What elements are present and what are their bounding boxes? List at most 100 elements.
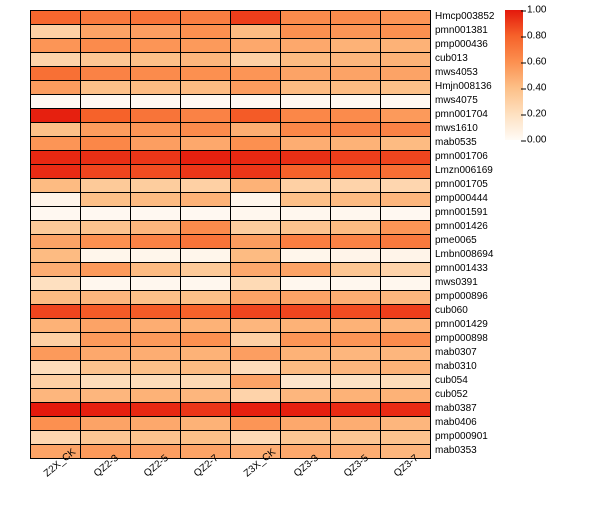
heatmap-cell	[281, 361, 331, 375]
heatmap-cell	[131, 207, 181, 221]
heatmap-cell	[381, 403, 431, 417]
row-label: pmn001706	[435, 152, 488, 162]
heatmap-cell	[381, 179, 431, 193]
row-label: pmn001381	[435, 26, 488, 36]
heatmap-cell	[231, 319, 281, 333]
heatmap-cell	[131, 235, 181, 249]
colorbar	[505, 10, 523, 140]
heatmap-cell	[281, 291, 331, 305]
heatmap-cell	[81, 95, 131, 109]
heatmap-cell	[81, 25, 131, 39]
heatmap-cell	[231, 291, 281, 305]
heatmap-cell	[31, 67, 81, 81]
heatmap-cell	[131, 109, 181, 123]
heatmap-cell	[31, 137, 81, 151]
heatmap-cell	[31, 319, 81, 333]
heatmap-cell	[281, 431, 331, 445]
heatmap-cell	[231, 95, 281, 109]
heatmap-cell	[181, 53, 231, 67]
heatmap-cell	[131, 95, 181, 109]
heatmap-cell	[181, 11, 231, 25]
heatmap-cell	[231, 361, 281, 375]
heatmap-cell	[31, 375, 81, 389]
colorbar-tick: 0.00	[527, 135, 546, 146]
heatmap-cell	[281, 193, 331, 207]
heatmap-cell	[281, 11, 331, 25]
heatmap-cell	[231, 305, 281, 319]
heatmap-cell	[81, 319, 131, 333]
row-label: Hmjn008136	[435, 82, 492, 92]
row-label: mws0391	[435, 278, 478, 288]
heatmap-cell	[331, 11, 381, 25]
heatmap-cell	[231, 207, 281, 221]
heatmap-cell	[381, 249, 431, 263]
heatmap-cell	[131, 81, 181, 95]
heatmap-cell	[231, 417, 281, 431]
heatmap-cell	[331, 249, 381, 263]
row-label: pmn001591	[435, 208, 488, 218]
heatmap-cell	[381, 25, 431, 39]
heatmap-cell	[331, 347, 381, 361]
heatmap-cell	[181, 109, 231, 123]
heatmap-cell	[81, 291, 131, 305]
heatmap-cell	[231, 165, 281, 179]
heatmap-cell	[81, 235, 131, 249]
row-label: mws4053	[435, 68, 478, 78]
heatmap-cell	[231, 235, 281, 249]
heatmap-cell	[181, 151, 231, 165]
heatmap-cell	[381, 389, 431, 403]
row-label: pmp000901	[435, 432, 488, 442]
heatmap-cell	[81, 277, 131, 291]
heatmap-cell	[181, 347, 231, 361]
heatmap-cell	[181, 95, 231, 109]
heatmap-cell	[81, 431, 131, 445]
heatmap-cell	[281, 221, 331, 235]
row-label: mab0406	[435, 418, 477, 428]
heatmap-cell	[231, 67, 281, 81]
heatmap-cell	[81, 53, 131, 67]
heatmap-cell	[281, 375, 331, 389]
heatmap-cell	[81, 207, 131, 221]
heatmap-cell	[331, 179, 381, 193]
heatmap-cell	[381, 165, 431, 179]
heatmap-cell	[181, 333, 231, 347]
heatmap-cell	[381, 81, 431, 95]
heatmap-cell	[181, 277, 231, 291]
heatmap-cell	[231, 403, 281, 417]
heatmap-cell	[131, 333, 181, 347]
heatmap-cell	[81, 333, 131, 347]
heatmap-cell	[231, 109, 281, 123]
heatmap-cell	[81, 81, 131, 95]
heatmap-cell	[131, 123, 181, 137]
heatmap-cell	[381, 137, 431, 151]
heatmap-cell	[281, 179, 331, 193]
row-label: pmn001429	[435, 320, 488, 330]
heatmap-cell	[231, 123, 281, 137]
heatmap-cell	[81, 123, 131, 137]
heatmap-cell	[281, 319, 331, 333]
heatmap-cell	[81, 305, 131, 319]
heatmap-cell	[381, 445, 431, 459]
row-label: pmn001704	[435, 110, 488, 120]
heatmap-cell	[81, 137, 131, 151]
heatmap-cell	[81, 263, 131, 277]
heatmap-cell	[81, 193, 131, 207]
heatmap-cell	[331, 277, 381, 291]
heatmap-cell	[381, 361, 431, 375]
heatmap-cell	[281, 207, 331, 221]
heatmap-cell	[181, 263, 231, 277]
heatmap-cell	[31, 361, 81, 375]
row-label: mws1610	[435, 124, 478, 134]
heatmap-cell	[181, 39, 231, 53]
heatmap-cell	[331, 221, 381, 235]
heatmap-cell	[131, 151, 181, 165]
heatmap-cell	[131, 249, 181, 263]
heatmap-cell	[381, 263, 431, 277]
heatmap-cell	[81, 249, 131, 263]
heatmap-cell	[31, 235, 81, 249]
heatmap-cell	[331, 81, 381, 95]
heatmap-cell	[381, 109, 431, 123]
row-label: Hmcp003852	[435, 12, 494, 22]
row-label: pmp000436	[435, 40, 488, 50]
heatmap-cell	[331, 151, 381, 165]
